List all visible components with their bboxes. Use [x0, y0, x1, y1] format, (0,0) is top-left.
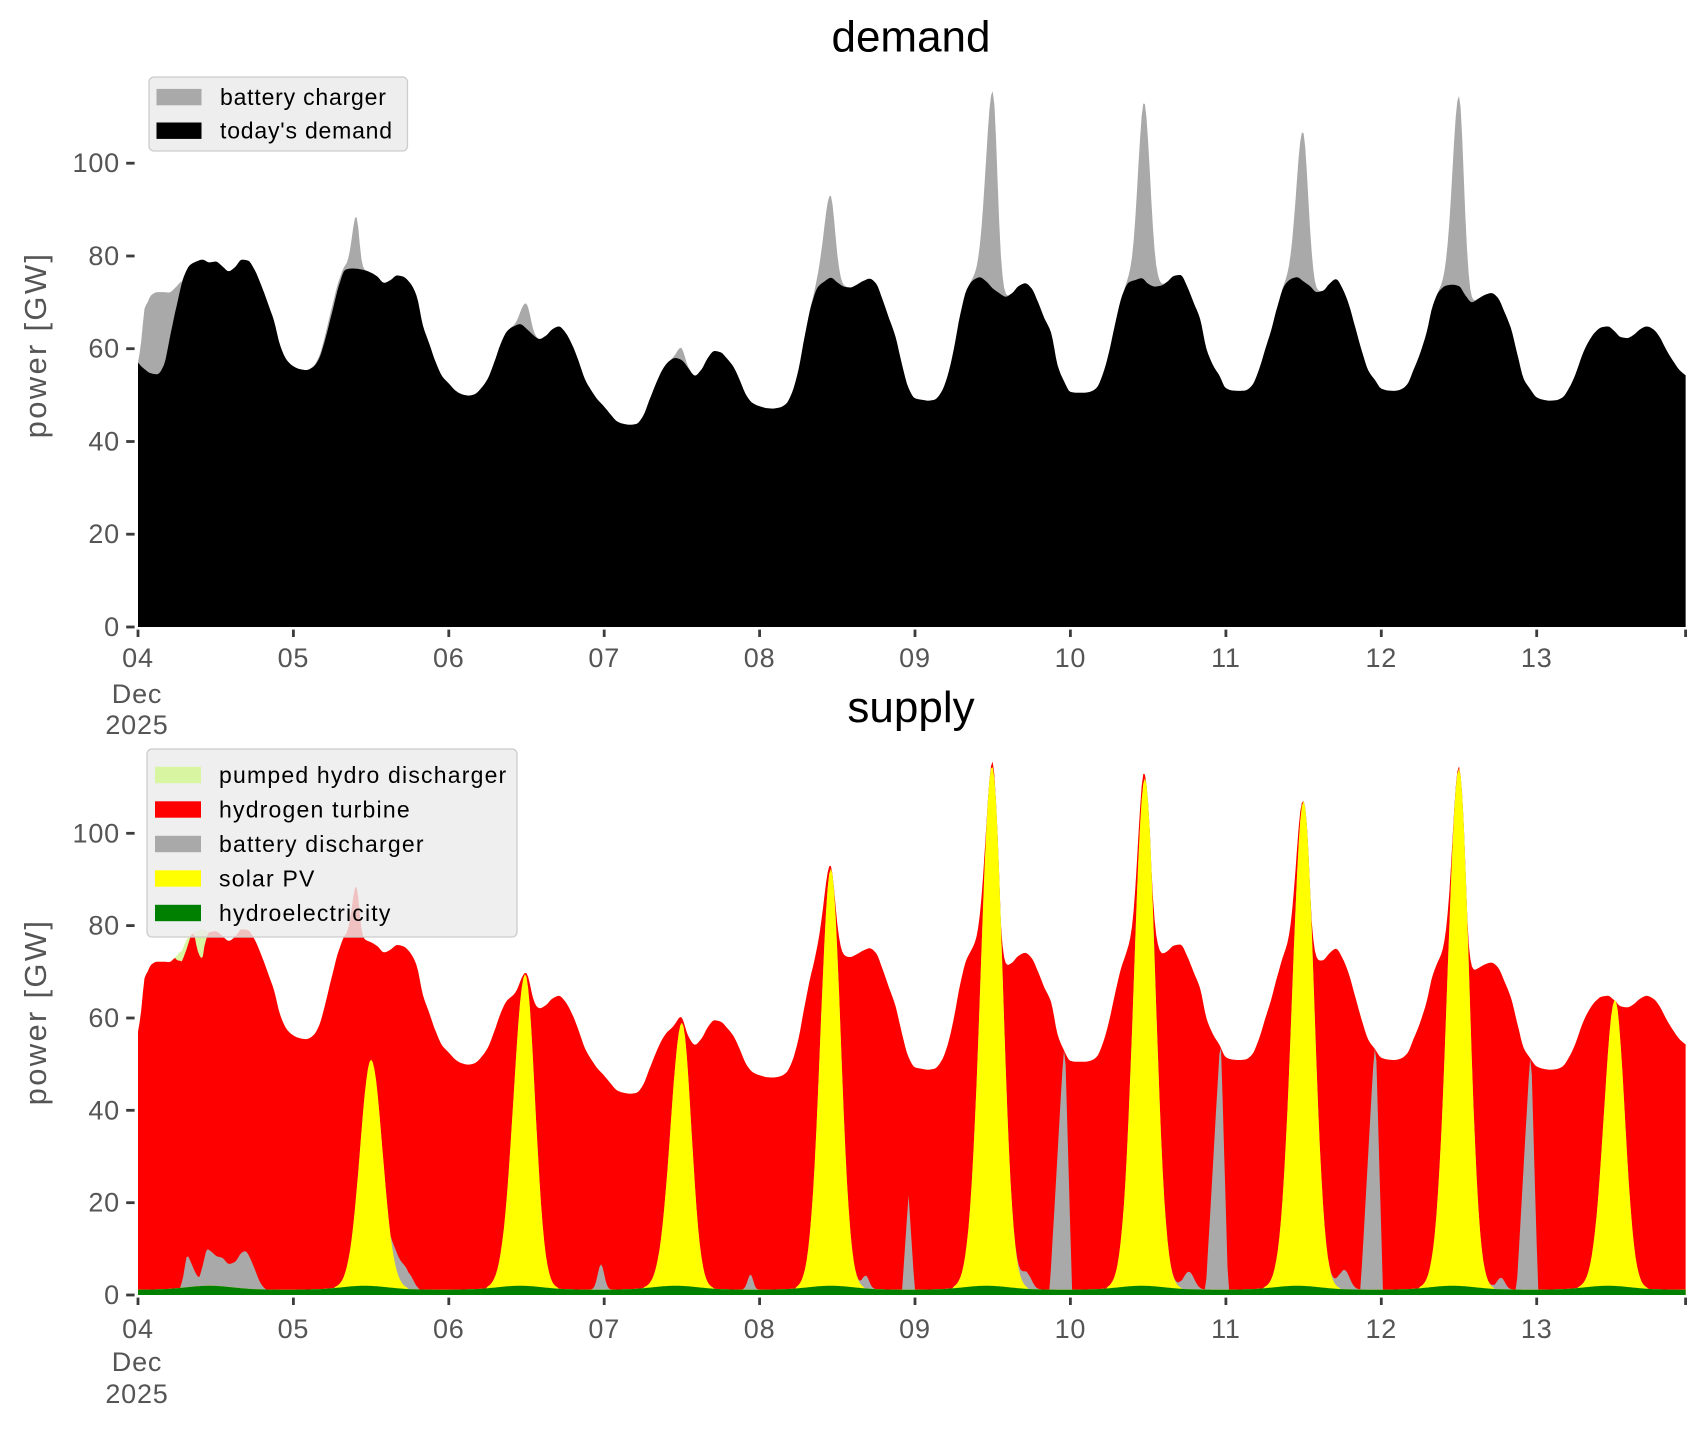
svg-text:06: 06 [433, 1314, 465, 1344]
svg-text:Dec: Dec [112, 1347, 162, 1377]
svg-text:100: 100 [73, 148, 120, 178]
svg-text:demand: demand [831, 13, 990, 62]
svg-text:40: 40 [88, 427, 120, 457]
svg-text:today's demand: today's demand [220, 118, 393, 144]
svg-text:11: 11 [1211, 643, 1241, 673]
svg-text:2025: 2025 [105, 1379, 168, 1409]
svg-text:battery charger: battery charger [220, 84, 387, 110]
svg-text:05: 05 [278, 1314, 310, 1344]
svg-text:07: 07 [588, 1314, 620, 1344]
svg-text:12: 12 [1365, 643, 1397, 673]
svg-text:60: 60 [88, 1003, 120, 1033]
svg-text:60: 60 [88, 334, 120, 364]
svg-text:20: 20 [88, 1188, 120, 1218]
svg-text:04: 04 [122, 643, 154, 673]
svg-text:pumped hydro discharger: pumped hydro discharger [219, 762, 507, 788]
svg-text:0: 0 [104, 1280, 120, 1310]
svg-text:power [GW]: power [GW] [18, 919, 53, 1106]
svg-text:06: 06 [433, 643, 465, 673]
svg-text:hydroelectricity: hydroelectricity [219, 900, 392, 926]
svg-text:07: 07 [588, 643, 620, 673]
svg-text:10: 10 [1055, 1314, 1087, 1344]
svg-text:08: 08 [744, 1314, 776, 1344]
svg-text:supply: supply [847, 683, 974, 732]
svg-text:power [GW]: power [GW] [18, 252, 53, 439]
svg-text:13: 13 [1521, 1314, 1553, 1344]
svg-text:09: 09 [899, 1314, 931, 1344]
svg-text:13: 13 [1521, 643, 1553, 673]
svg-text:11: 11 [1211, 1314, 1241, 1344]
svg-text:20: 20 [88, 519, 120, 549]
svg-text:80: 80 [88, 911, 120, 941]
svg-text:2025: 2025 [105, 710, 168, 740]
svg-text:08: 08 [744, 643, 776, 673]
svg-text:10: 10 [1055, 643, 1087, 673]
svg-text:09: 09 [899, 643, 931, 673]
svg-text:05: 05 [278, 643, 310, 673]
svg-text:40: 40 [88, 1095, 120, 1125]
svg-text:Dec: Dec [112, 679, 162, 709]
svg-text:hydrogen turbine: hydrogen turbine [219, 797, 411, 823]
svg-text:80: 80 [88, 241, 120, 271]
svg-text:100: 100 [73, 818, 120, 848]
svg-text:12: 12 [1365, 1314, 1397, 1344]
svg-text:battery discharger: battery discharger [219, 831, 425, 857]
svg-text:04: 04 [122, 1314, 154, 1344]
svg-text:0: 0 [104, 612, 120, 642]
svg-text:solar PV: solar PV [219, 866, 316, 892]
